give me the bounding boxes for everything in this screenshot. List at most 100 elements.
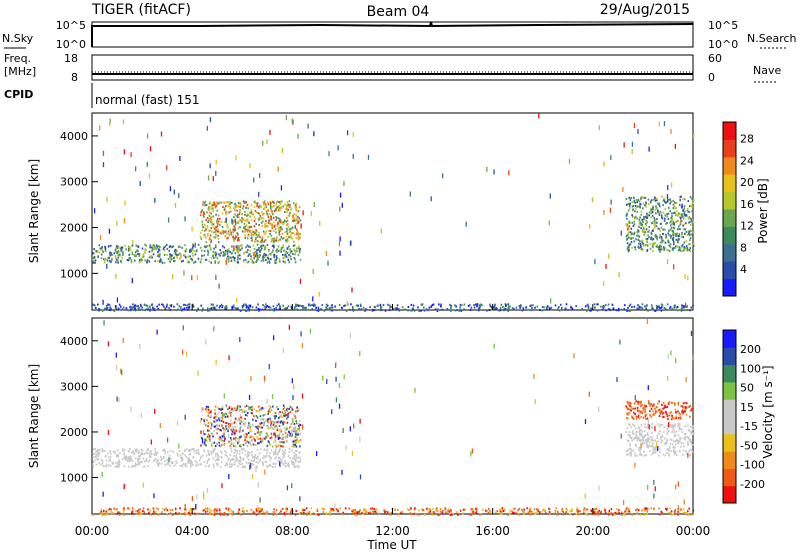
echo-cell [315, 309, 318, 312]
echo-cell [266, 465, 268, 468]
echo-cell [643, 406, 645, 409]
echo-cell [221, 212, 224, 215]
echo-cell [149, 456, 152, 459]
echo-cell [677, 228, 679, 231]
echo-cell [668, 249, 671, 252]
echo-cell [252, 230, 255, 233]
echo-cell [263, 305, 266, 308]
echo-cell [269, 230, 272, 233]
echo-cell [284, 508, 287, 511]
echo-cell [245, 228, 247, 231]
echo-cell [683, 305, 685, 308]
echo-cell [657, 454, 660, 457]
echo-cell [636, 437, 639, 440]
echo-cell [277, 459, 280, 462]
echo-cell [266, 433, 269, 436]
echo-cell [270, 449, 273, 452]
echo-cell [496, 510, 499, 513]
echo-cell [220, 424, 223, 427]
echo-cell [618, 272, 620, 278]
echo-cell [292, 420, 294, 423]
echo-cell [644, 196, 647, 199]
echo-cell [245, 309, 248, 312]
echo-cell [254, 433, 256, 436]
echo-cell [487, 511, 490, 514]
echo-cell [672, 239, 674, 242]
colorbar-tick-label: 50 [740, 382, 754, 395]
echo-cell [257, 461, 260, 464]
echo-cell [280, 207, 283, 210]
echo-cell [269, 306, 272, 309]
echo-cell [236, 205, 238, 208]
echo-cell [248, 226, 251, 229]
echo-cell [689, 404, 692, 407]
echo-cell [192, 447, 194, 450]
echo-cell [203, 245, 206, 248]
echo-cell [92, 460, 95, 463]
echo-cell [216, 428, 219, 431]
echo-cell [683, 246, 686, 249]
echo-cell [677, 441, 680, 444]
echo-cell [205, 246, 207, 249]
echo-cell [278, 305, 281, 308]
echo-cell [669, 220, 672, 223]
echo-cell [192, 303, 194, 306]
echo-cell [275, 261, 278, 264]
echo-cell [284, 449, 287, 452]
echo-cell [666, 405, 668, 408]
echo-cell [645, 205, 647, 208]
echo-cell [499, 308, 502, 311]
echo-cell [596, 303, 599, 306]
echo-cell [593, 512, 595, 515]
echo-cell [677, 403, 679, 406]
echo-cell [308, 510, 311, 513]
echo-cell [679, 213, 682, 216]
echo-cell [259, 415, 262, 418]
echo-cell [504, 303, 507, 306]
echo-cell [238, 462, 240, 465]
echo-cell [642, 220, 644, 223]
echo-cell [294, 303, 297, 306]
echo-cell [244, 405, 246, 408]
colorbar-segment [723, 485, 736, 504]
echo-cell [262, 303, 264, 306]
echo-cell [224, 250, 227, 253]
echo-cell [638, 205, 641, 208]
echo-cell [575, 305, 577, 308]
echo-cell [203, 201, 206, 204]
echo-cell [92, 465, 94, 468]
echo-cell [242, 207, 244, 210]
echo-cell [247, 425, 249, 428]
echo-cell [250, 226, 253, 229]
echo-cell [519, 304, 522, 307]
echo-cell [197, 257, 200, 260]
echo-cell [479, 513, 481, 516]
echo-cell [253, 206, 256, 209]
echo-cell [558, 309, 561, 312]
echo-cell [683, 198, 686, 201]
echo-cell [207, 421, 210, 424]
echo-cell [682, 511, 685, 514]
echo-cell [641, 223, 643, 226]
echo-cell [102, 250, 104, 253]
echo-cell [682, 437, 685, 440]
echo-cell [232, 458, 234, 461]
echo-cell [515, 306, 518, 309]
echo-cell [195, 249, 198, 252]
echo-cell [229, 454, 232, 457]
echo-cell [278, 200, 280, 203]
echo-cell [275, 445, 278, 448]
echo-cell [150, 439, 153, 445]
echo-cell [377, 304, 379, 307]
echo-cell [679, 195, 682, 198]
echo-cell [663, 197, 665, 200]
echo-cell [664, 454, 667, 457]
echo-cell [98, 244, 101, 247]
echo-cell [353, 512, 356, 515]
echo-cell [583, 507, 586, 510]
echo-cell [280, 430, 283, 433]
echo-cell [264, 419, 267, 422]
echo-cell [185, 465, 188, 468]
echo-cell [280, 445, 282, 448]
echo-cell [219, 439, 221, 442]
